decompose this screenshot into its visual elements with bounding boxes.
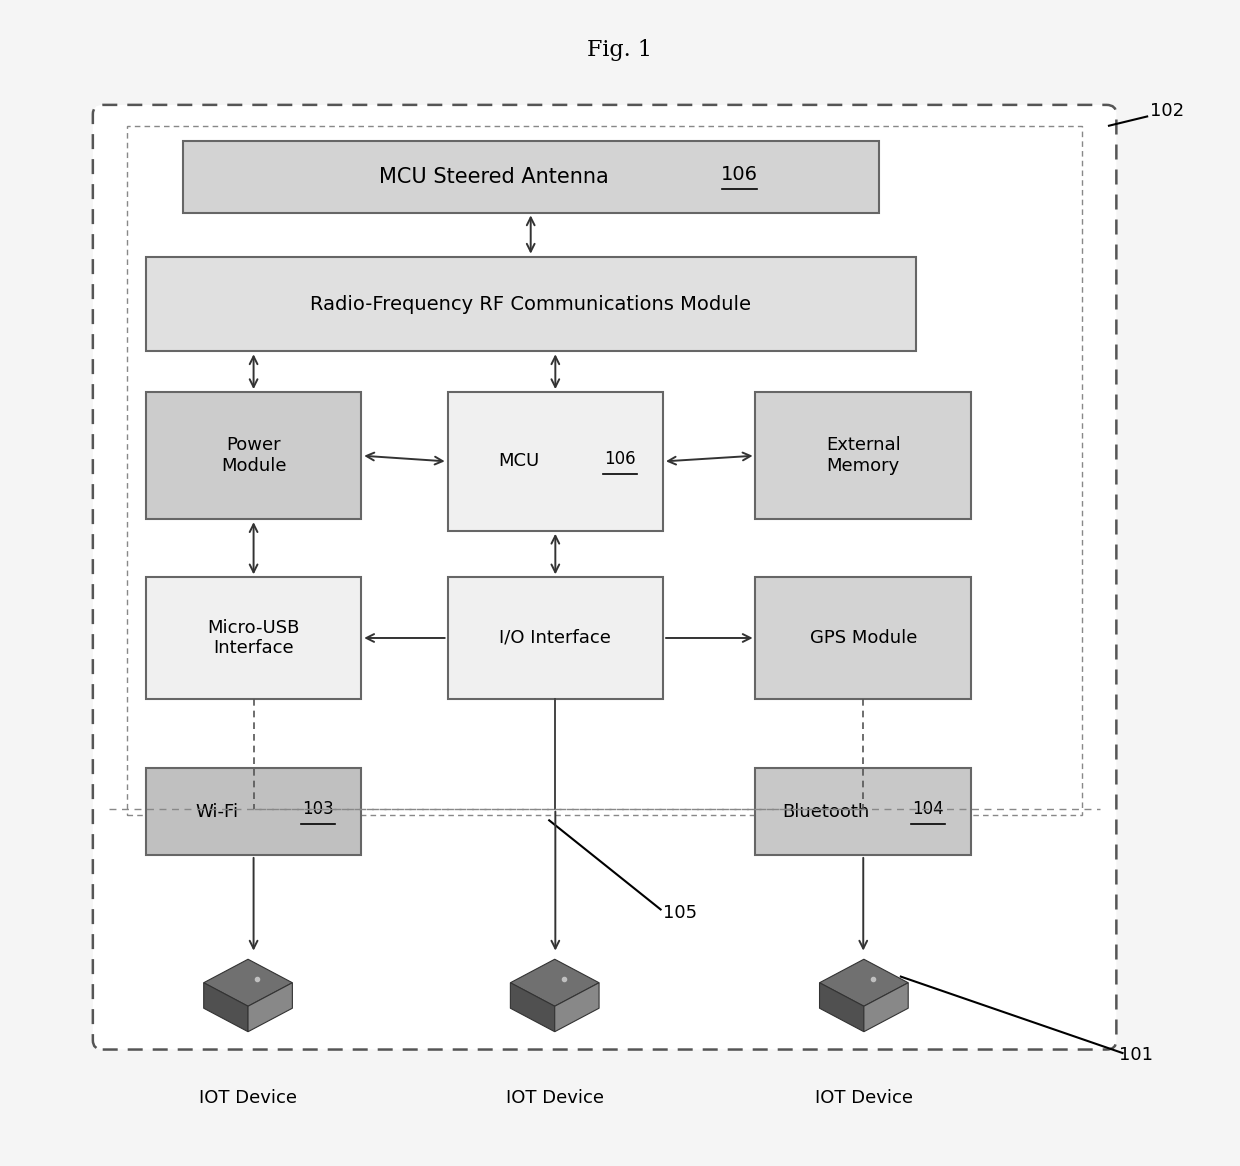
Text: Fig. 1: Fig. 1 bbox=[588, 40, 652, 62]
Polygon shape bbox=[511, 983, 554, 1032]
Polygon shape bbox=[203, 983, 248, 1032]
Bar bbox=[182, 141, 879, 212]
Text: 106: 106 bbox=[604, 450, 636, 468]
FancyBboxPatch shape bbox=[93, 105, 1116, 1049]
Bar bbox=[146, 577, 361, 698]
Text: Radio-Frequency RF Communications Module: Radio-Frequency RF Communications Module bbox=[310, 295, 751, 314]
Bar bbox=[755, 392, 971, 519]
Text: 106: 106 bbox=[720, 164, 758, 184]
Bar bbox=[146, 392, 361, 519]
Text: Power
Module: Power Module bbox=[221, 436, 286, 475]
Text: Wi-Fi: Wi-Fi bbox=[195, 802, 238, 821]
Polygon shape bbox=[820, 983, 864, 1032]
Text: Micro-USB
Interface: Micro-USB Interface bbox=[207, 619, 300, 658]
Bar bbox=[146, 257, 915, 351]
Text: 101: 101 bbox=[1118, 1046, 1153, 1065]
Text: IOT Device: IOT Device bbox=[815, 1089, 913, 1108]
Text: 104: 104 bbox=[913, 800, 944, 819]
Text: 105: 105 bbox=[663, 904, 697, 922]
Text: 102: 102 bbox=[1149, 101, 1184, 120]
Polygon shape bbox=[820, 960, 908, 1006]
Polygon shape bbox=[248, 983, 293, 1032]
Bar bbox=[448, 392, 663, 531]
Text: External
Memory: External Memory bbox=[826, 436, 900, 475]
Polygon shape bbox=[864, 983, 908, 1032]
Text: GPS Module: GPS Module bbox=[810, 628, 916, 647]
Polygon shape bbox=[511, 960, 599, 1006]
Polygon shape bbox=[203, 960, 293, 1006]
Text: MCU Steered Antenna: MCU Steered Antenna bbox=[379, 167, 609, 187]
Text: I/O Interface: I/O Interface bbox=[500, 628, 611, 647]
Bar bbox=[146, 768, 361, 855]
Text: IOT Device: IOT Device bbox=[200, 1089, 298, 1108]
Text: IOT Device: IOT Device bbox=[506, 1089, 604, 1108]
Bar bbox=[755, 577, 971, 698]
Text: Bluetooth: Bluetooth bbox=[782, 802, 870, 821]
Bar bbox=[448, 577, 663, 698]
Text: MCU: MCU bbox=[497, 452, 539, 470]
Text: 103: 103 bbox=[303, 800, 334, 819]
Bar bbox=[755, 768, 971, 855]
Polygon shape bbox=[554, 983, 599, 1032]
